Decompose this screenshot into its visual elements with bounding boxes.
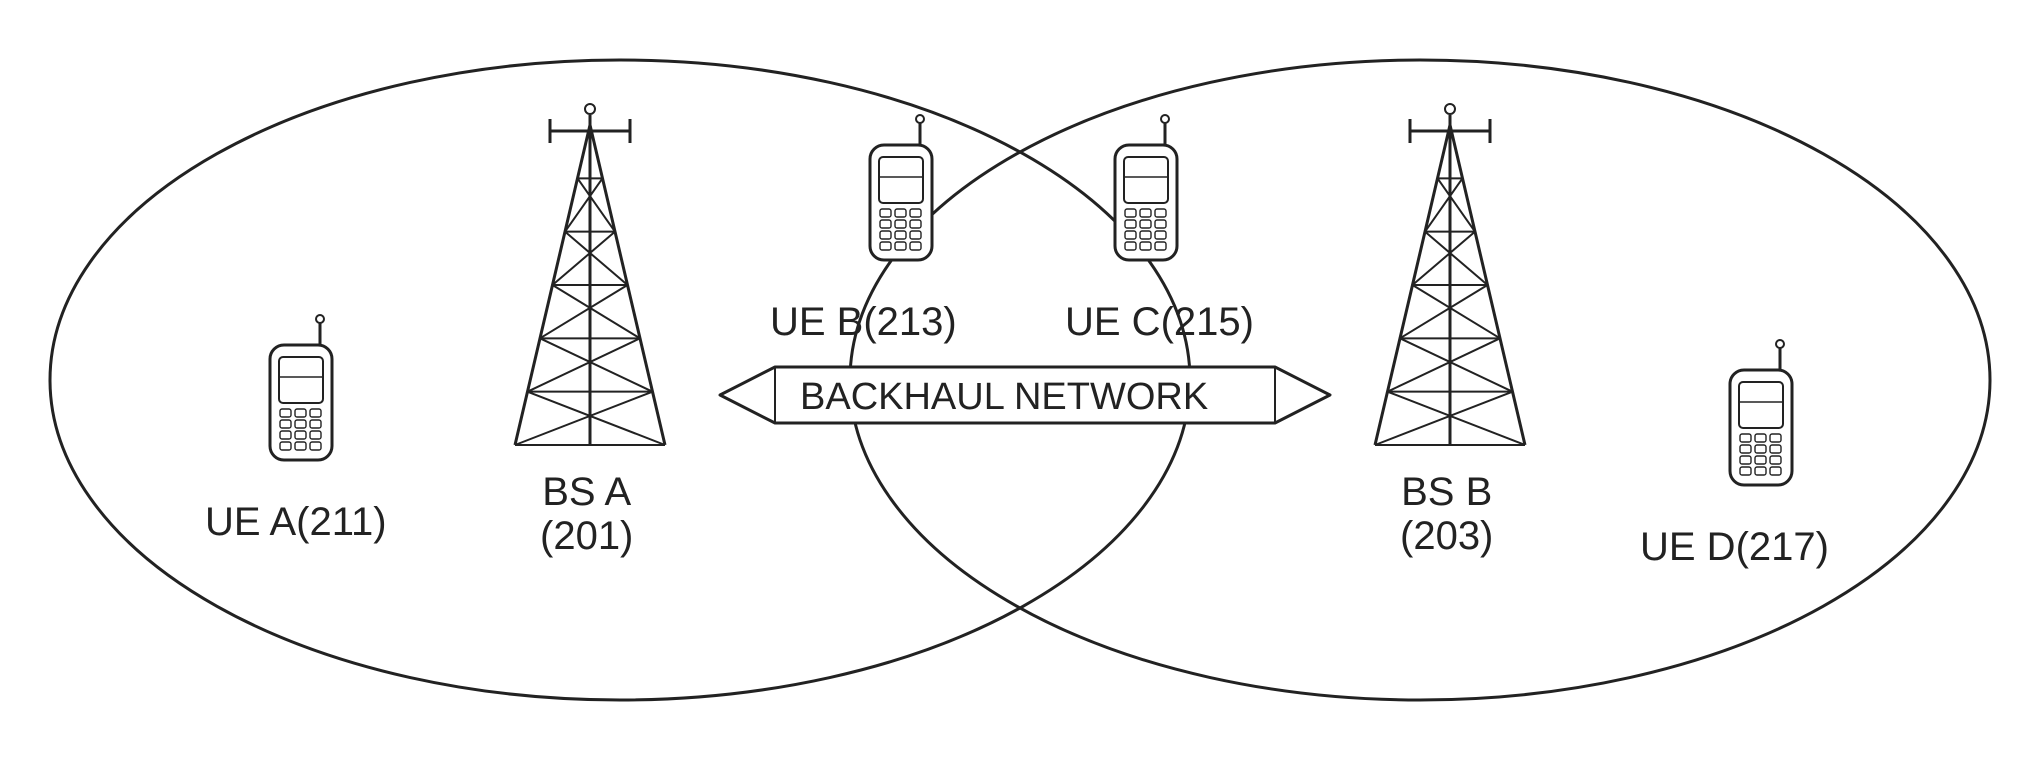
phone-icon — [1730, 340, 1792, 485]
ueB-label: UE B(213) — [770, 300, 957, 344]
phone-icon — [270, 315, 332, 460]
backhaul-label: BACKHAUL NETWORK — [800, 377, 1208, 419]
tower-icon — [1375, 104, 1525, 445]
tower-icon — [515, 104, 665, 445]
bsA-label: BS A (201) — [540, 470, 633, 558]
ueD-label: UE D(217) — [1640, 525, 1829, 569]
diagram-stage: BS A (201) BS B (203) UE A(211) UE B(213) UE… — [0, 0, 2044, 773]
bsB-label: BS B (203) — [1400, 470, 1493, 558]
ueC-label: UE C(215) — [1065, 300, 1254, 344]
ueA-label: UE A(211) — [205, 500, 387, 544]
phone-icon — [1115, 115, 1177, 260]
phone-icon — [870, 115, 932, 260]
